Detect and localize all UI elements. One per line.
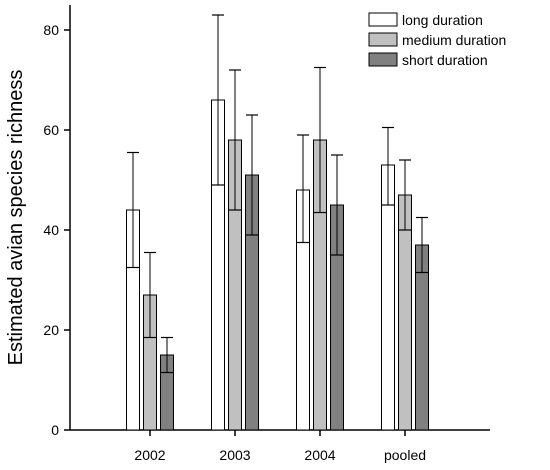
legend-label: short duration [402,52,488,68]
y-tick-label: 40 [43,222,59,238]
y-tick-label: 80 [43,22,59,38]
axes: 0 20 40 60 80 2002 2003 2004 pooled [43,5,490,463]
legend-label: long duration [402,12,483,28]
x-tick-label: 2004 [304,447,335,463]
legend-label: medium duration [402,32,506,48]
legend: long duration medium duration short durati… [368,12,506,68]
x-tick-label: 2002 [134,447,165,463]
legend-swatch [368,32,398,47]
error-bars [127,14,428,374]
legend-swatch [368,12,398,27]
y-tick-label: 0 [51,422,59,438]
y-tick-label: 60 [43,122,59,138]
y-tick-label: 20 [43,322,59,338]
x-tick-label: 2003 [219,447,250,463]
y-axis-title: Estimated avian species richness [5,70,27,366]
y-ticks: 0 20 40 60 80 [43,22,70,438]
legend-swatch [368,52,398,67]
x-tick-label: pooled [384,447,426,463]
x-ticks: 2002 2003 2004 pooled [134,430,426,463]
bars [126,99,429,431]
